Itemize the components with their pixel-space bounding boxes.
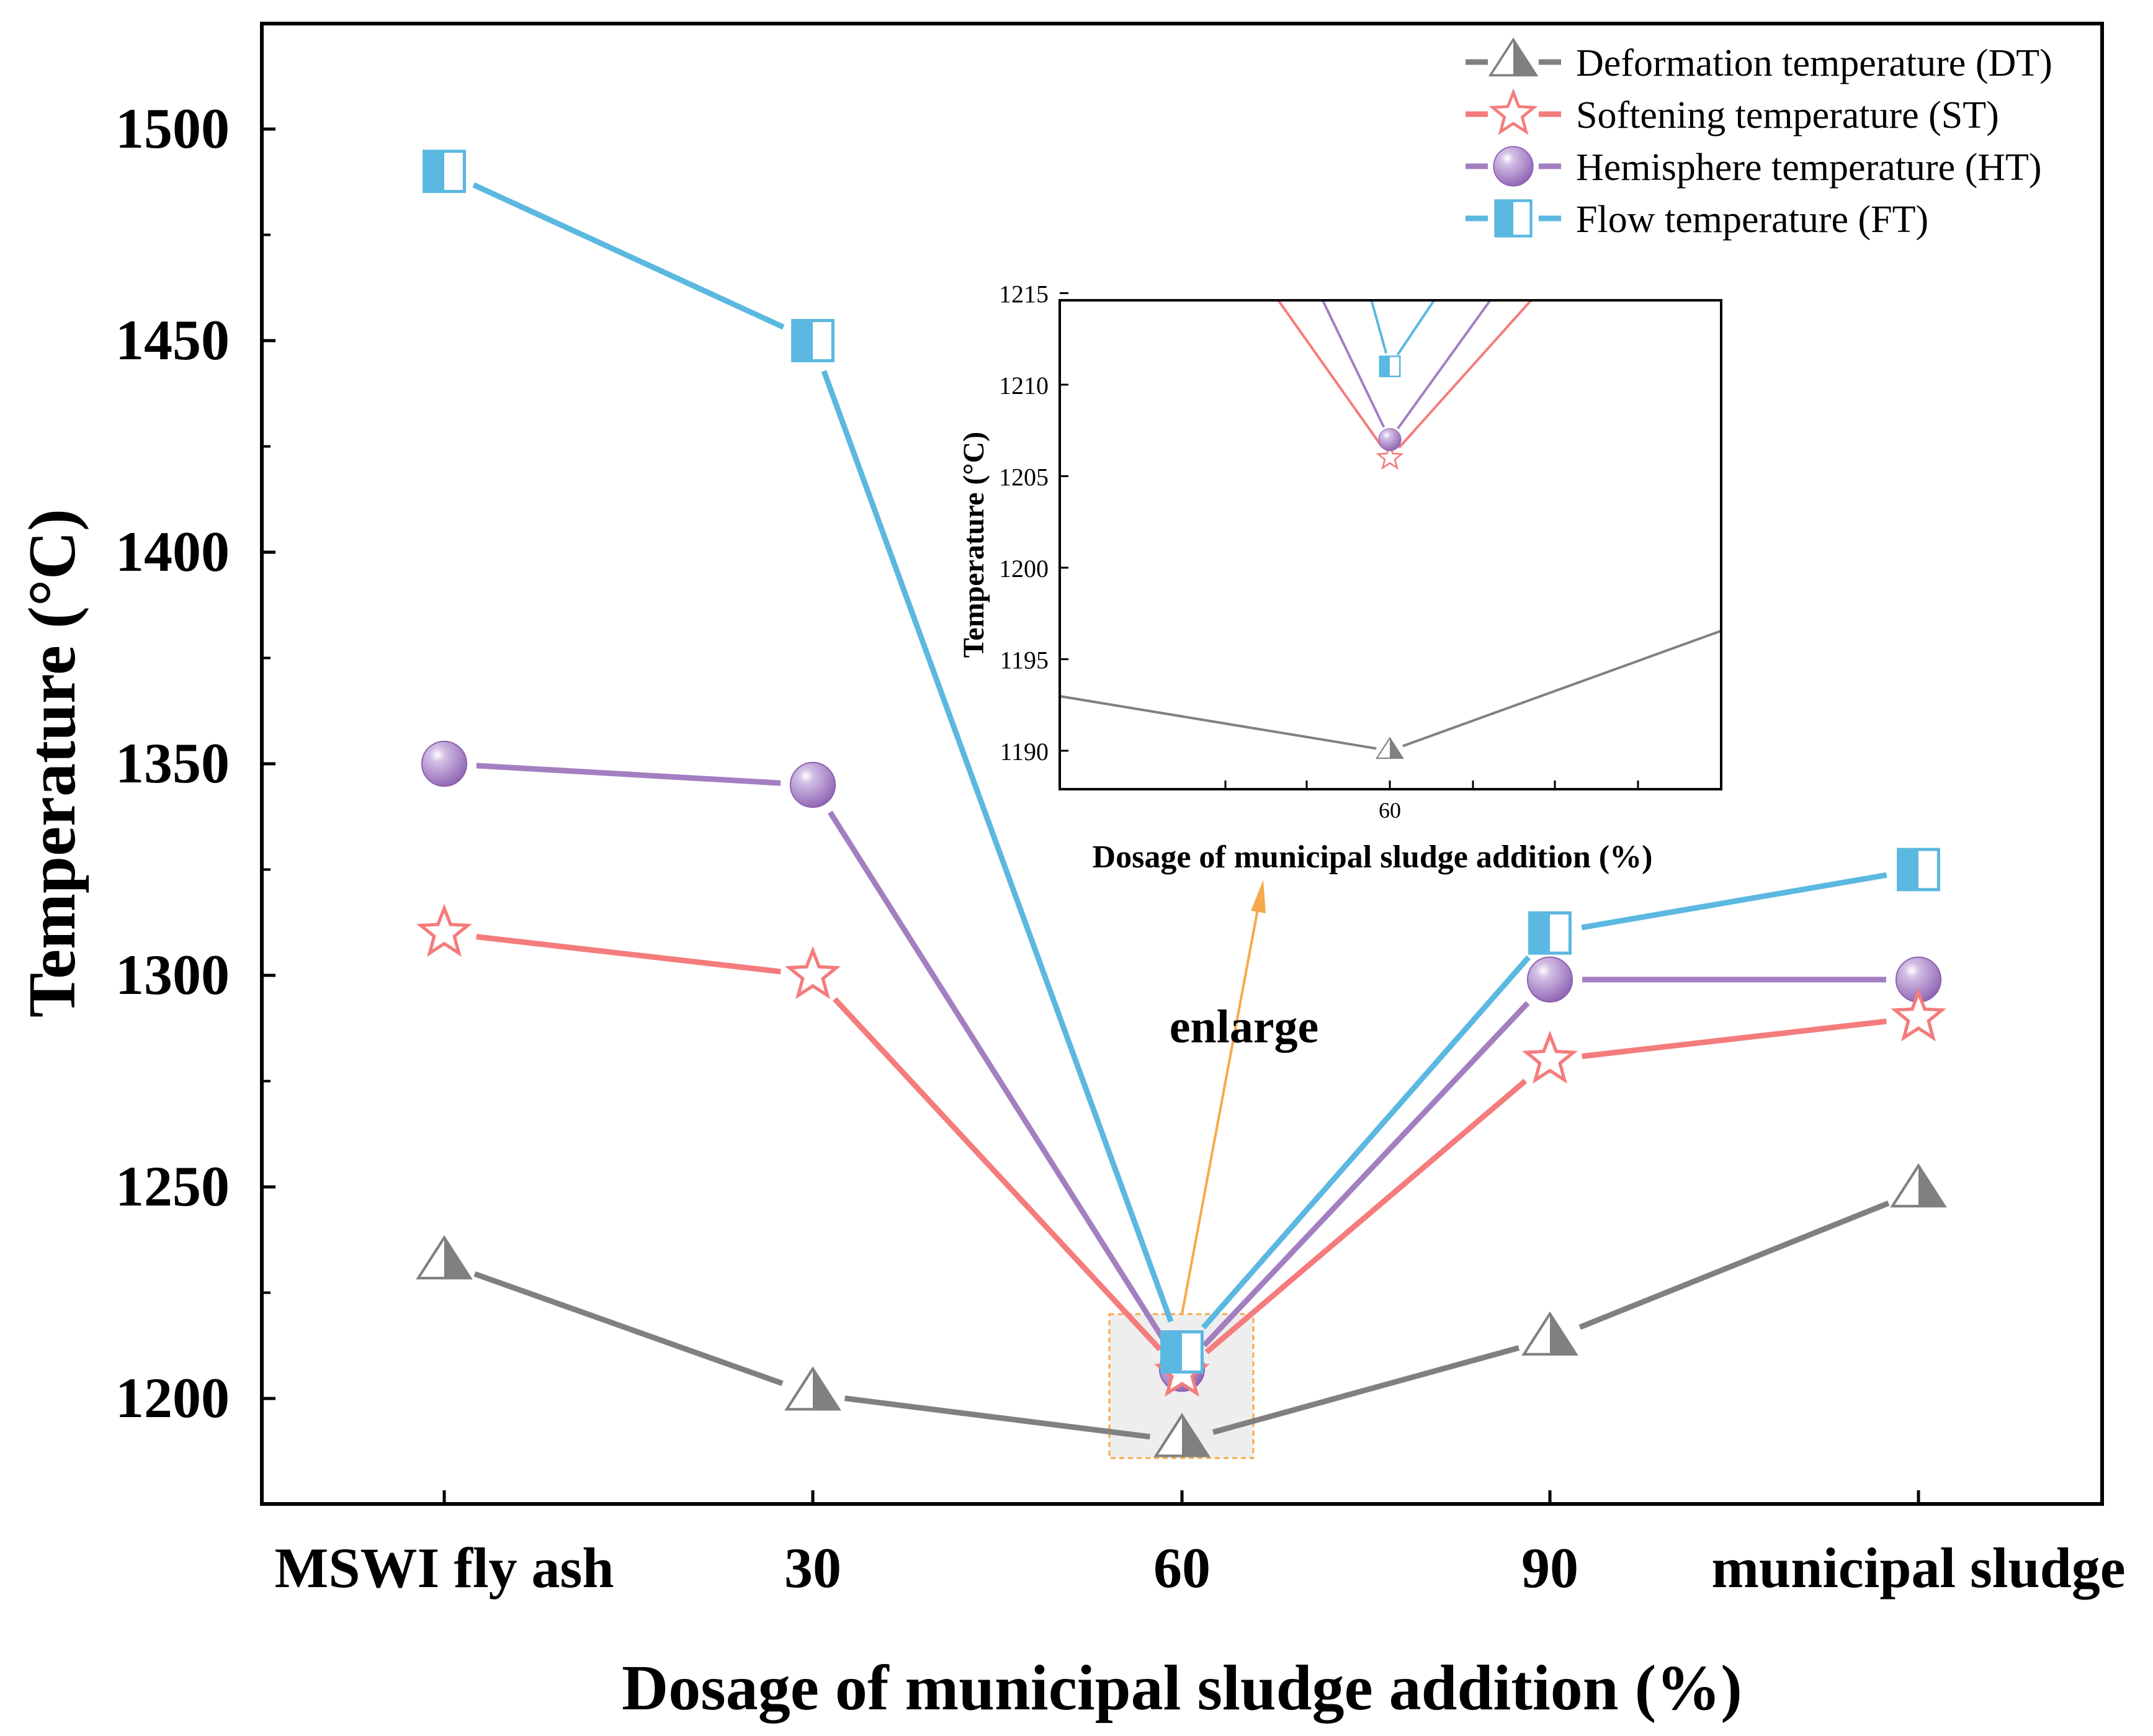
y-tick-label: 1350 [115, 732, 230, 795]
ft-marker [791, 319, 835, 362]
inset-y-tick-label: 1205 [999, 463, 1049, 491]
legend-label: Softening temperature (ST) [1576, 94, 1999, 136]
st-line-segment [476, 934, 781, 975]
dt-marker [1521, 1311, 1578, 1356]
legend-item-ft: Flow temperature (FT) [1466, 199, 1928, 241]
inset-dt-line-segment [1402, 629, 1721, 748]
dt-marker [784, 1366, 841, 1411]
legend-marker-dt [1488, 37, 1539, 77]
st-marker [1891, 988, 1946, 1042]
ht-line-segment [1202, 1001, 1530, 1348]
legend-label: Deformation temperature (DT) [1576, 42, 2052, 84]
ft-line-segment [1581, 872, 1887, 931]
inset-series-markers [1376, 356, 1404, 759]
ft-marker [1528, 911, 1572, 955]
inset-x-axis-title: Dosage of municipal sludge addition (%) [1093, 839, 1653, 875]
x-axis-title: Dosage of municipal sludge addition (%) [622, 1652, 1742, 1724]
inset-y-tick-label: 1210 [999, 372, 1049, 400]
ft-line-segment [1201, 955, 1531, 1330]
inset-y-axis-title: Temperature (°C) [957, 432, 990, 658]
dt-line-segment [844, 1395, 1150, 1440]
legend-label: Hemisphere temperature (HT) [1576, 146, 2042, 189]
legend-item-st: Softening temperature (ST) [1466, 88, 1999, 136]
y-tick-label: 1500 [115, 97, 230, 160]
y-tick-label: 1250 [115, 1155, 230, 1218]
ht-marker [421, 740, 468, 787]
ht-marker [789, 762, 836, 808]
dt-marker [1153, 1413, 1211, 1457]
x-tick-label: MSWI fly ash [275, 1536, 614, 1600]
ft-line-segment [821, 370, 1174, 1323]
ht-line-segment [827, 810, 1168, 1343]
x-tick-label: 90 [1521, 1536, 1578, 1600]
enlarge-arrow [1181, 899, 1261, 1315]
ft-line-segment [472, 182, 785, 330]
dt-marker [1890, 1163, 1947, 1208]
dt-line-segment [1578, 1201, 1890, 1330]
inset-series-lines [1060, 300, 1721, 750]
inset-ht-marker [1378, 427, 1402, 452]
dt-marker [416, 1235, 473, 1280]
inset-dt-marker [1376, 736, 1404, 759]
inset-y-tick-label: 1200 [999, 555, 1049, 583]
ft-marker [423, 150, 466, 194]
inset-x-axis-ticks: 60 [1224, 781, 1639, 823]
inset-y-tick-label: 1195 [1000, 647, 1049, 674]
st-marker [416, 903, 472, 957]
ht-line-segment [476, 763, 781, 786]
st-marker [1522, 1031, 1578, 1084]
st-line-segment [1582, 1018, 1887, 1059]
series-lines [472, 182, 1890, 1440]
st-line-segment [1204, 1078, 1528, 1354]
y-tick-label: 1400 [115, 520, 230, 583]
y-tick-label: 1200 [115, 1366, 230, 1430]
y-tick-label: 1450 [115, 308, 230, 372]
inset-background [1060, 300, 1721, 789]
st-line-segment [833, 997, 1162, 1352]
x-tick-label: 30 [784, 1536, 841, 1600]
enlarge-label: enlarge [1170, 1001, 1319, 1053]
x-tick-label: 60 [1153, 1536, 1211, 1600]
legend: Deformation temperature (DT) Softening te… [1466, 37, 2052, 241]
legend-marker-st [1488, 88, 1538, 135]
inset-dt-line-segment [1060, 695, 1377, 750]
ht-marker [1526, 956, 1573, 1003]
ft-marker [1897, 848, 1940, 892]
dt-line-segment [1212, 1345, 1520, 1435]
y-tick-label: 1300 [115, 943, 230, 1006]
inset-y-tick-label: 1190 [1000, 738, 1049, 766]
legend-marker-ht [1493, 146, 1534, 187]
x-axis-ticks: MSWI fly ash 30 60 90 municipal sludge [275, 1490, 2126, 1600]
series-markers [416, 150, 1947, 1457]
enlarge-arrowhead [1251, 880, 1266, 913]
inset-x-tick-label: 60 [1379, 798, 1401, 823]
inset-st-marker [1376, 443, 1404, 470]
inset-ft-marker [1379, 356, 1401, 377]
y-axis-title: Temperature (°C) [16, 509, 89, 1018]
legend-marker-ft [1494, 199, 1533, 238]
inset-y-tick-label: 1215 [999, 280, 1049, 308]
legend-label: Flow temperature (FT) [1576, 199, 1928, 241]
y-axis-ticks: 1200 1250 1300 1350 1400 1450 1500 [115, 97, 275, 1430]
ft-marker [1160, 1330, 1204, 1374]
dt-line-segment [473, 1271, 784, 1386]
legend-item-dt: Deformation temperature (DT) [1466, 37, 2052, 84]
inset-y-axis-ticks: 1190 1195 1200 1205 1210 1215 [999, 280, 1068, 766]
st-marker [785, 946, 841, 1000]
legend-item-ht: Hemisphere temperature (HT) [1466, 146, 2042, 189]
x-tick-label: municipal sludge [1711, 1536, 2125, 1600]
